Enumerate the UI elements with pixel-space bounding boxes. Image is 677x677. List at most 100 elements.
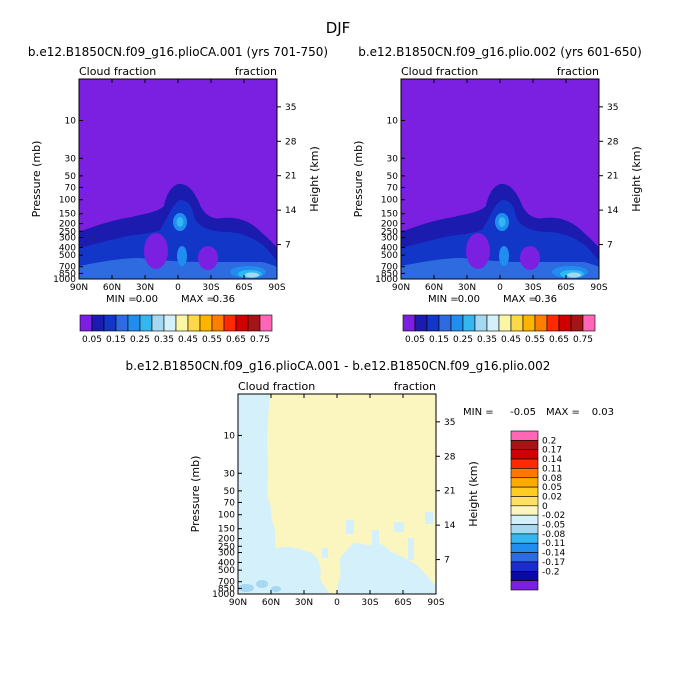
height-tick-label: 7 [444, 556, 450, 566]
height-tick-label: 35 [444, 418, 455, 428]
panel-3-cloud-speck-2 [372, 530, 379, 550]
y-tick-label: 30 [387, 154, 399, 164]
colorbar-swatch [510, 468, 539, 479]
y-tick-label: 500 [59, 251, 76, 261]
colorbar-label: 0.05 [82, 335, 102, 345]
panel-1-clear-pocket-left [144, 233, 168, 269]
colorbar-swatch [510, 314, 524, 332]
panel-1-title: b.e12.B1850CN.f09_g16.plioCA.001 (yrs 70… [28, 45, 328, 59]
colorbar-label: -0.02 [542, 511, 565, 521]
panel-1: b.e12.B1850CN.f09_g16.plioCA.001 (yrs 70… [28, 45, 328, 345]
y-tick-label: 500 [218, 566, 235, 576]
colorbar-swatch [510, 505, 539, 516]
panel-3-max-label: MAX = [546, 407, 580, 418]
panel-3-negative-region-tropics [337, 542, 436, 594]
height-tick-label: 21 [607, 172, 618, 182]
colorbar-swatch [510, 449, 539, 460]
colorbar-label: -0.08 [542, 530, 566, 540]
height-tick-label: 21 [285, 172, 296, 182]
panel-2-title: b.e12.B1850CN.f09_g16.plio.002 (yrs 601-… [358, 45, 642, 59]
panel-1-max-value: 0.36 [213, 294, 235, 305]
panel-2-cloud-level-3 [401, 258, 599, 279]
y-tick-label: 100 [218, 511, 235, 521]
panel-3-title: b.e12.B1850CN.f09_g16.plioCA.001 - b.e12… [126, 359, 551, 373]
panel-3: b.e12.B1850CN.f09_g16.plioCA.001 - b.e12… [126, 359, 614, 608]
y-tick-label: 250 [381, 227, 398, 237]
x-tick-label: 90N [392, 283, 410, 293]
panel-3-min-label: MIN = [463, 407, 494, 418]
panel-3-ylabel: Pressure (mb) [189, 456, 202, 533]
colorbar-swatch [247, 314, 261, 332]
colorbar-label: 0.35 [154, 335, 174, 345]
colorbar-swatch [510, 570, 539, 581]
y-tick-label: 300 [59, 234, 76, 244]
colorbar-label: 0.05 [405, 335, 425, 345]
colorbar-swatch [223, 314, 237, 332]
x-tick-label: 30S [202, 283, 219, 293]
colorbar-swatch [510, 440, 539, 451]
y-tick-label: 1000 [375, 275, 398, 285]
colorbar-swatch [211, 314, 225, 332]
panel-2-min-value: 0.00 [458, 294, 480, 305]
y-tick-label: 400 [59, 243, 76, 253]
panel-1-variable: Cloud fraction [79, 65, 156, 78]
colorbar-swatch [438, 314, 452, 332]
panel-2-ylabel: Pressure (mb) [352, 141, 365, 218]
colorbar-swatch [426, 314, 440, 332]
colorbar-swatch [546, 314, 560, 332]
colorbar-label: 0.25 [130, 335, 150, 345]
panel-1-units: fraction [235, 65, 277, 78]
panel-2-contours [401, 79, 599, 279]
panel-1-polar-cloud-core [245, 272, 259, 278]
height-tick-label: 28 [444, 452, 456, 462]
colorbar-label: 0.55 [202, 335, 222, 345]
y-tick-label: 100 [381, 196, 398, 206]
colorbar-swatch [510, 496, 539, 507]
panel-1-tropical-cloud [177, 246, 187, 266]
colorbar-label: 0.17 [542, 446, 562, 456]
y-tick-label: 250 [218, 542, 235, 552]
colorbar-label: 0.65 [549, 335, 569, 345]
colorbar-label: 0.15 [106, 335, 126, 345]
colorbar-swatch [402, 314, 416, 332]
panel-2-upper-cloud-core [498, 217, 506, 227]
colorbar-label: -0.05 [542, 521, 565, 531]
panel-3-min-value: -0.05 [510, 407, 536, 418]
colorbar-label: 0.55 [525, 335, 545, 345]
panel-1-clear-pocket-right [198, 246, 218, 270]
y-tick-label: 50 [387, 172, 399, 182]
colorbar-label: 0.15 [429, 335, 449, 345]
y-tick-label: 700 [59, 263, 76, 273]
height-tick-label: 7 [607, 241, 613, 251]
panel-3-cloud-speck-6 [322, 548, 328, 558]
panel-2-units: fraction [557, 65, 599, 78]
height-tick-label: 28 [285, 137, 297, 147]
panel-3-max-value: 0.03 [592, 407, 614, 418]
x-tick-label: 90N [229, 598, 247, 608]
colorbar-swatch [510, 430, 539, 441]
height-tick-label: 7 [285, 241, 291, 251]
y-tick-label: 30 [65, 154, 77, 164]
colorbar-swatch [510, 486, 539, 497]
y-tick-label: 150 [381, 210, 398, 220]
height-tick-label: 35 [285, 103, 296, 113]
y-tick-label: 1000 [53, 275, 76, 285]
panel-3-cloud-speck-4 [408, 538, 414, 560]
colorbar-swatch [115, 314, 129, 332]
panel-2-ticks: 1030507010015020025030040050070085010003… [375, 79, 619, 293]
colorbar-swatch [187, 314, 201, 332]
y-tick-label: 300 [381, 234, 398, 244]
x-tick-label: 60N [262, 598, 280, 608]
colorbar-swatch [462, 314, 476, 332]
x-tick-label: 60S [235, 283, 252, 293]
x-tick-label: 30N [136, 283, 154, 293]
y-tick-label: 50 [224, 487, 236, 497]
x-tick-label: 60N [425, 283, 443, 293]
x-tick-label: 0 [497, 283, 503, 293]
panel-2-variable: Cloud fraction [401, 65, 478, 78]
y-tick-label: 850 [218, 584, 235, 594]
panel-1-min-label: MIN = [106, 294, 137, 305]
colorbar-swatch [163, 314, 177, 332]
y-tick-label: 200 [381, 220, 398, 230]
